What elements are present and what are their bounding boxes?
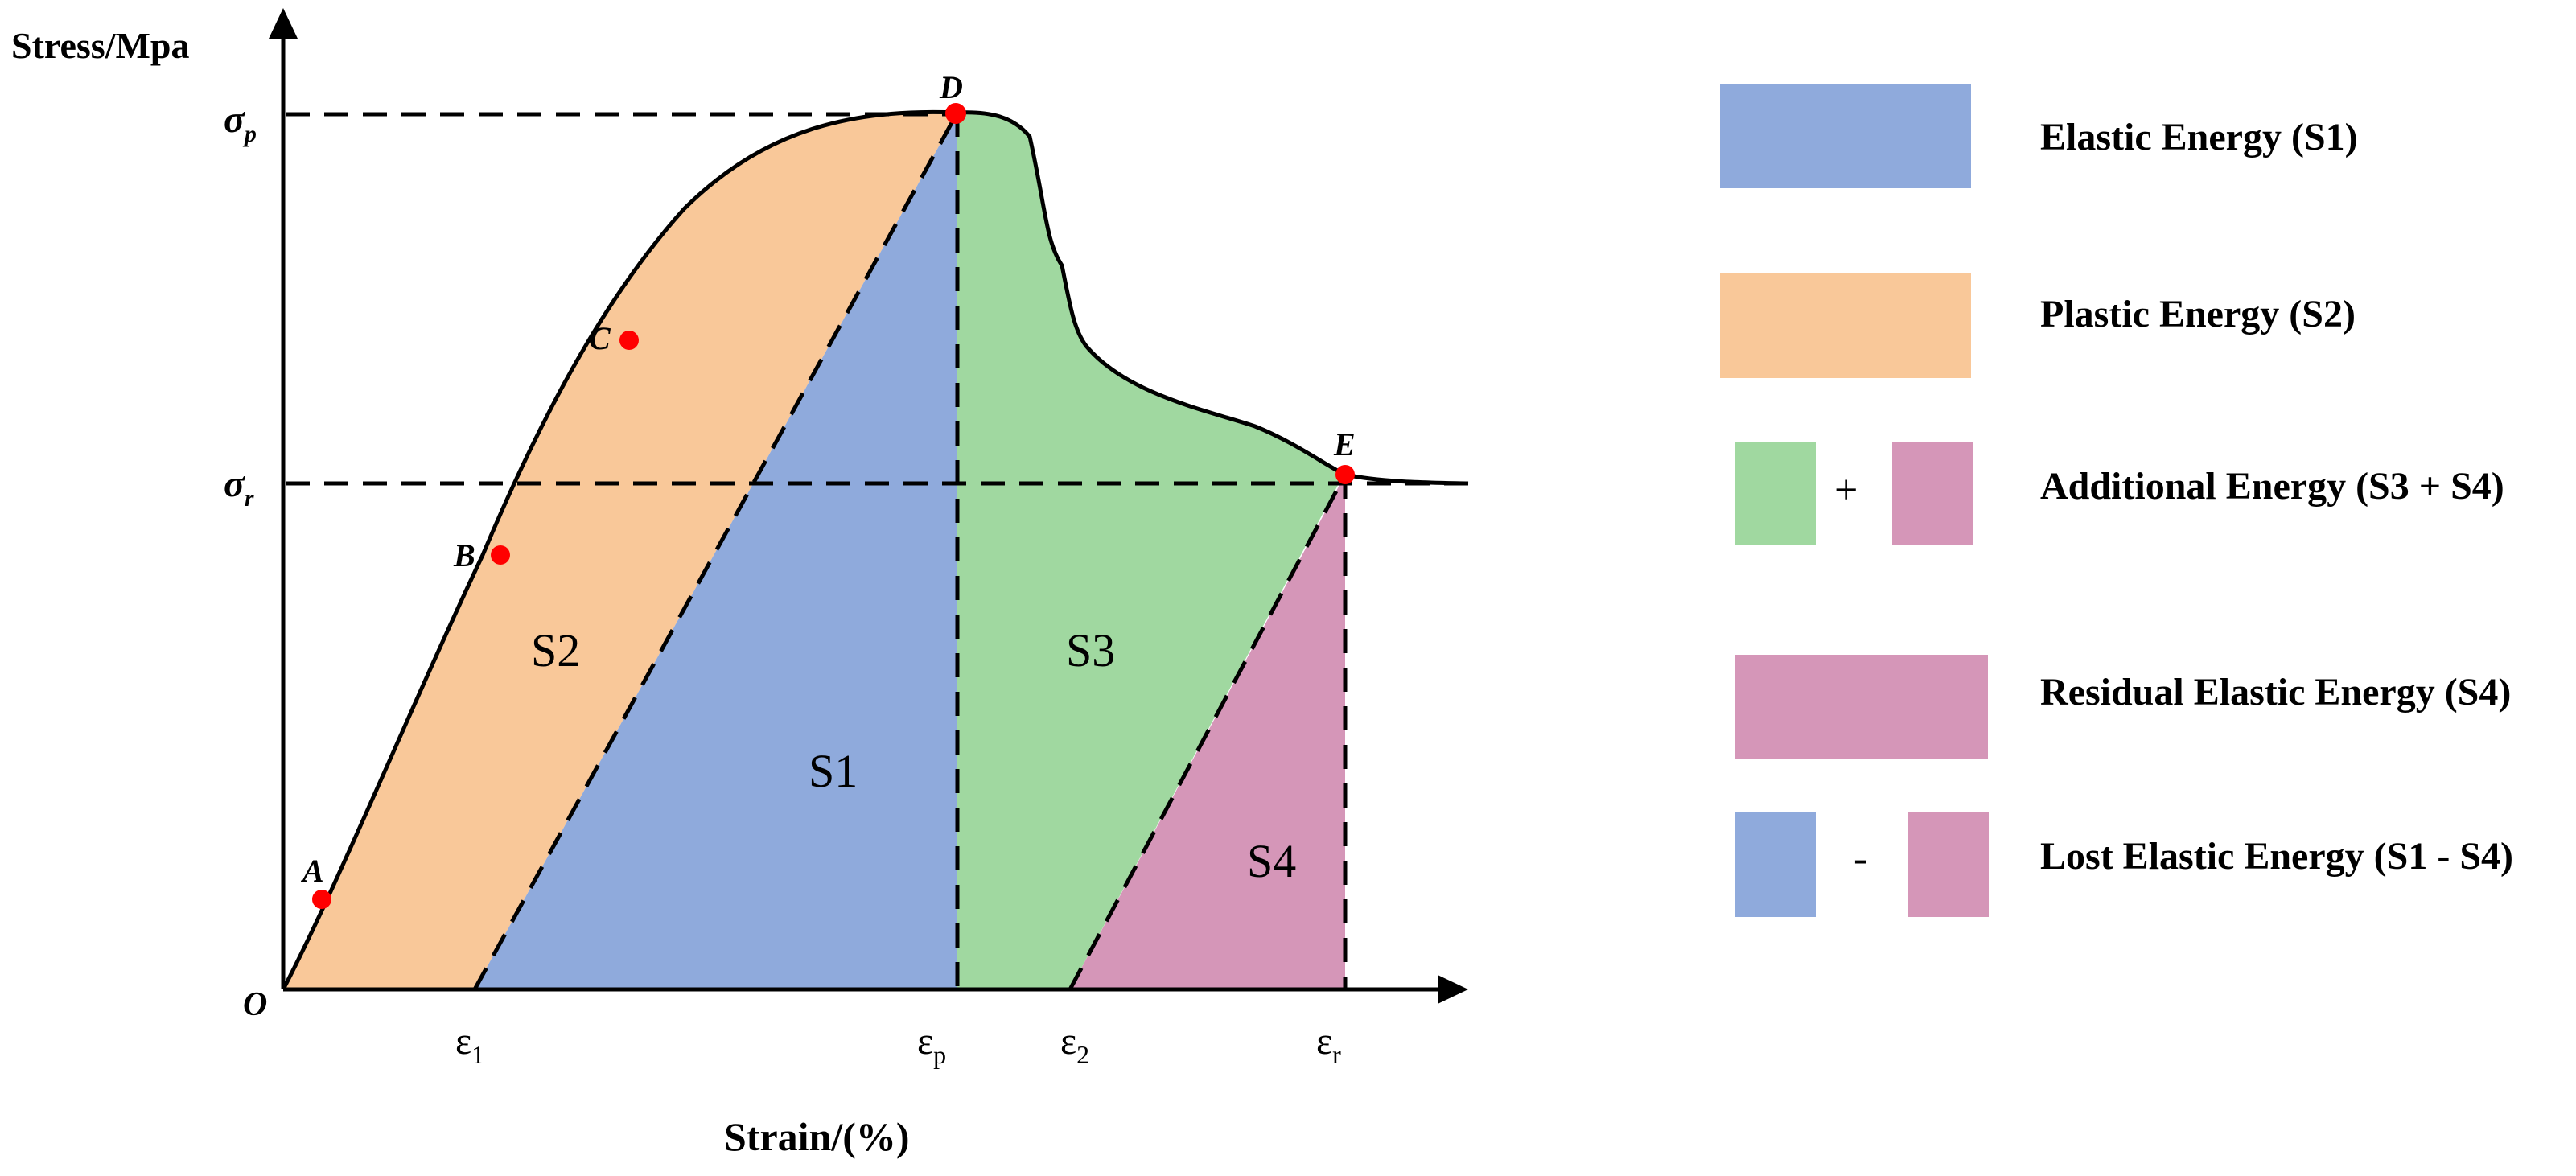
- region-label-s2: S2: [531, 624, 580, 676]
- x-axis-arrow: [1438, 975, 1468, 1004]
- region-label-s4: S4: [1247, 835, 1296, 887]
- point-c: [619, 331, 639, 350]
- tick-epsilon-2: ε2: [1060, 1020, 1089, 1069]
- tick-sigma-p: σp: [224, 98, 257, 147]
- legend-label-lost: Lost Elastic Energy (S1 - S4): [2040, 835, 2513, 878]
- legend-swatch-lost-blue: [1735, 812, 1816, 917]
- tick-epsilon-r: εr: [1316, 1020, 1341, 1069]
- tick-sigma-r: σr: [224, 463, 254, 512]
- legend-swatch-elastic: [1720, 84, 1971, 188]
- legend-op-minus: -: [1854, 836, 1867, 882]
- y-axis-arrow: [269, 8, 298, 39]
- stress-strain-curve: [281, 109, 1469, 991]
- dash-unload-s2: [472, 111, 960, 991]
- y-axis-label: Stress/Mpa: [11, 25, 190, 66]
- legend: Elastic Energy (S1) Plastic Energy (S2) …: [1720, 84, 2513, 917]
- legend-label-elastic: Elastic Energy (S1): [2040, 116, 2358, 158]
- origin-label: O: [243, 986, 267, 1023]
- legend-label-residual: Residual Elastic Energy (S4): [2040, 671, 2511, 713]
- region-s3-additional: [957, 112, 1344, 989]
- dash-unload-s4: [1068, 473, 1348, 991]
- point-e: [1335, 465, 1355, 484]
- region-label-s3: S3: [1066, 624, 1115, 676]
- legend-swatch-plastic: [1720, 273, 1971, 378]
- point-label-c: C: [589, 320, 611, 356]
- point-label-e: E: [1333, 426, 1356, 463]
- legend-label-additional: Additional Energy (S3 + S4): [2040, 465, 2504, 508]
- point-label-b: B: [453, 537, 475, 574]
- point-d: [945, 103, 966, 124]
- legend-swatch-additional-pink: [1892, 442, 1973, 545]
- legend-swatch-lost-pink: [1908, 812, 1989, 917]
- region-label-s1: S1: [809, 745, 858, 797]
- legend-swatch-additional-green: [1735, 442, 1816, 545]
- legend-label-plastic: Plastic Energy (S2): [2040, 293, 2356, 335]
- tick-epsilon-1: ε1: [455, 1020, 484, 1069]
- legend-swatch-residual: [1735, 655, 1988, 759]
- point-b: [491, 545, 510, 565]
- tick-epsilon-p: εp: [917, 1020, 946, 1069]
- region-s2-plastic: [283, 112, 957, 989]
- x-axis-label: Strain/(%): [724, 1114, 910, 1159]
- point-a: [312, 890, 331, 909]
- point-label-a: A: [300, 853, 324, 889]
- point-label-d: D: [939, 69, 963, 105]
- legend-op-plus: +: [1834, 467, 1858, 513]
